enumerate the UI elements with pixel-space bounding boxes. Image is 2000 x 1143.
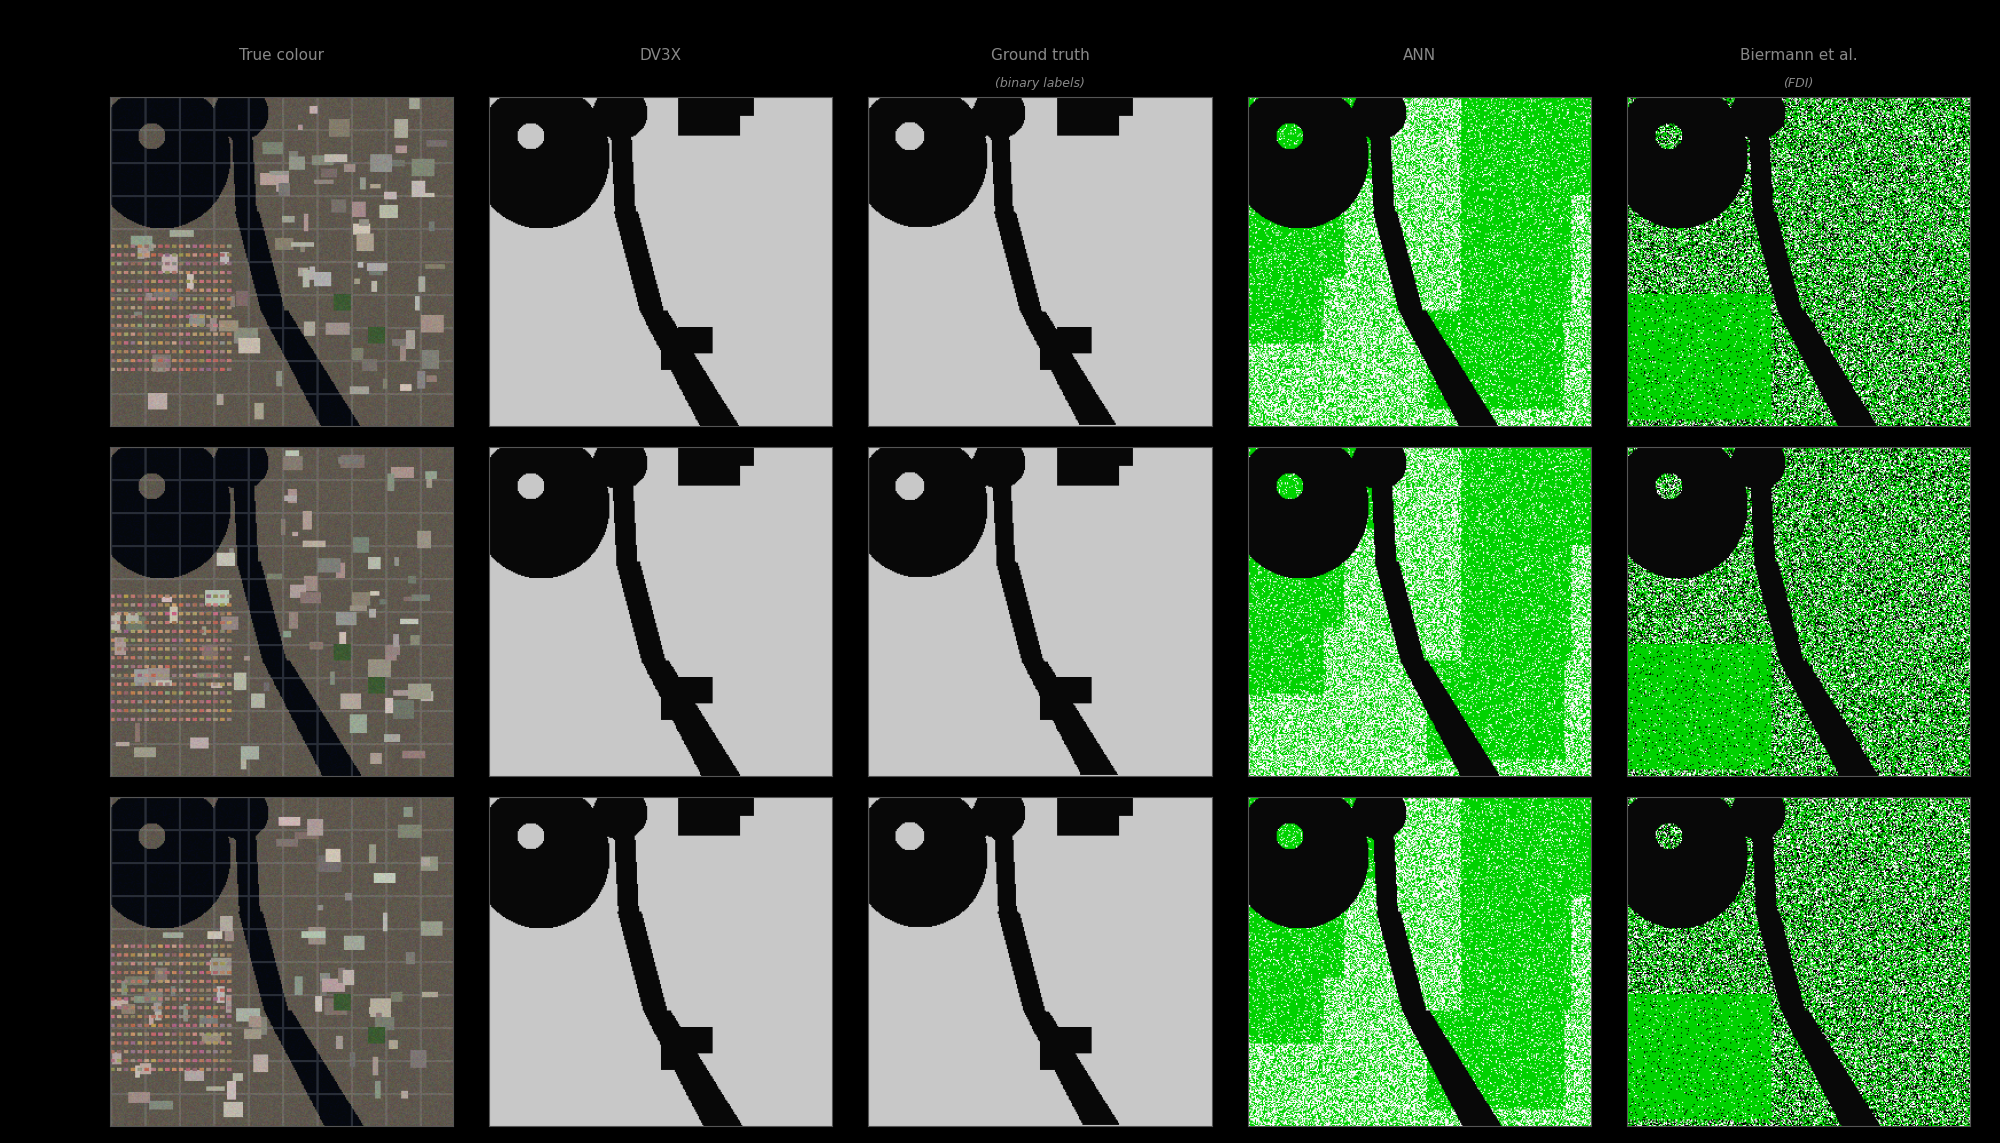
Text: ANN: ANN xyxy=(1402,48,1436,63)
Text: Ground truth: Ground truth xyxy=(990,48,1090,63)
Text: True colour: True colour xyxy=(240,48,324,63)
Text: (FDI): (FDI) xyxy=(1784,78,1814,90)
Text: DV3X: DV3X xyxy=(640,48,682,63)
Text: (binary labels): (binary labels) xyxy=(996,78,1084,90)
Text: Biermann et al.: Biermann et al. xyxy=(1740,48,1858,63)
